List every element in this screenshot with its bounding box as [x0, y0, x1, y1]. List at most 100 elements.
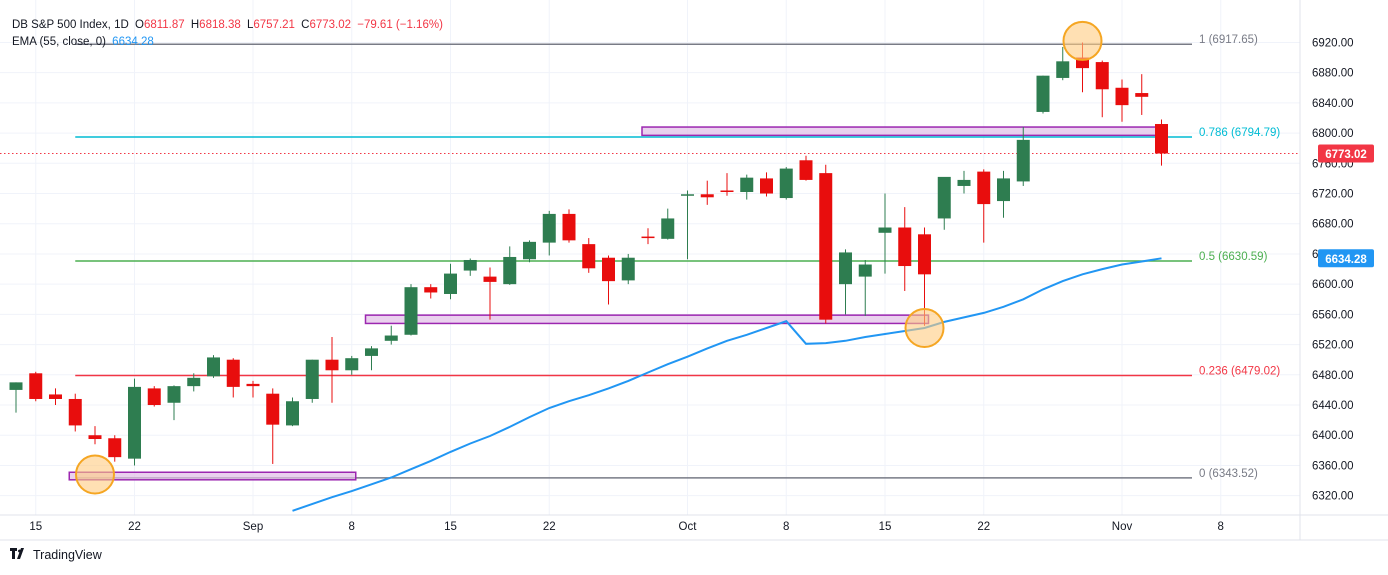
candle-body: [503, 256, 517, 285]
ema-label: EMA (55, close, 0): [12, 36, 106, 48]
candle-body: [246, 383, 260, 387]
candle-body: [207, 357, 220, 377]
tradingview-logo[interactable]: TradingView: [10, 548, 102, 562]
fib-level-label: 0.786 (6794.79): [1199, 127, 1280, 139]
candle-body: [345, 358, 359, 371]
high-label: H: [190, 19, 200, 31]
candle-body: [1135, 93, 1149, 97]
time-tick-label: 8: [349, 521, 355, 533]
candle-body: [681, 194, 694, 196]
candle-body: [937, 176, 951, 219]
candle-body: [49, 394, 62, 399]
time-tick-label: 22: [128, 521, 141, 533]
time-tick-label: Oct: [679, 521, 698, 533]
last-price-tag-label: 6773.02: [1325, 149, 1367, 161]
price-tick-label: 6720.00: [1312, 189, 1354, 201]
close-value: 6773.02: [309, 19, 352, 31]
candle-body: [325, 359, 339, 371]
candle-body: [167, 386, 181, 403]
candle-body: [839, 252, 852, 285]
symbol-title: DB S&P 500 Index, 1D: [12, 19, 129, 31]
candle-body: [1155, 124, 1168, 154]
low-value: 6757.21: [253, 19, 295, 31]
time-tick-label: Nov: [1112, 521, 1133, 533]
ema-value: 6634.28: [112, 36, 154, 48]
price-tick-label: 6920.00: [1312, 37, 1354, 49]
fib-level-label: 0.5 (6630.59): [1199, 251, 1268, 263]
candle-body: [147, 388, 161, 406]
candlestick-series: [9, 42, 1168, 466]
time-tick-label: 15: [29, 521, 42, 533]
fib-level-label: 0.236 (6479.02): [1199, 366, 1280, 378]
candle-body: [1036, 75, 1050, 112]
candle-body: [760, 178, 773, 194]
fib-level-label: 1 (6917.65): [1199, 34, 1258, 46]
open-label: O: [134, 19, 144, 31]
candle-body: [128, 386, 141, 459]
candle-body: [858, 264, 872, 277]
candle-body: [187, 377, 201, 387]
ema-price-tag: [1318, 249, 1374, 268]
candle-body: [740, 177, 754, 193]
open-value: 6811.87: [143, 19, 185, 31]
time-tick-label: 8: [1218, 521, 1224, 533]
support-zone-rect: [364, 314, 930, 325]
price-tick-label: 6440.00: [1312, 400, 1354, 412]
candle-body: [898, 227, 912, 267]
fibonacci-levels: 1 (6917.65) 0.786 (6794.79) 0.5 (6630.59) 0…: [75, 34, 1280, 480]
candle-body: [621, 257, 635, 281]
time-tick-label: 22: [977, 521, 990, 533]
last-price-tag: [1318, 144, 1374, 163]
candle-body: [365, 348, 378, 356]
candle-body: [1056, 61, 1070, 78]
time-tick-label: 8: [783, 521, 789, 533]
candle-body: [286, 401, 299, 426]
candle-body: [641, 236, 655, 239]
candle-body: [602, 257, 615, 282]
candle-body: [68, 398, 82, 426]
fib-level-label: 0 (6343.52): [1199, 468, 1258, 480]
candle-body: [483, 276, 497, 282]
price-tick-label: 6480.00: [1312, 370, 1354, 382]
support-zone-rect: [641, 126, 1167, 137]
candle-body: [878, 227, 892, 233]
highlight-circle: [1062, 20, 1103, 61]
candle-body: [88, 435, 102, 440]
highlight-circle: [904, 307, 945, 348]
change-value: −79.61 (−1.16%): [357, 19, 443, 31]
candle-body: [562, 213, 576, 241]
candle-body: [1076, 57, 1089, 69]
price-tick-label: 6680.00: [1312, 219, 1354, 231]
candle-body: [542, 213, 556, 243]
low-label: L: [246, 19, 254, 31]
price-tick-label: 6800.00: [1312, 128, 1354, 140]
price-tick-label: 6520.00: [1312, 340, 1354, 352]
price-tick-label: 6880.00: [1312, 68, 1354, 80]
candle-body: [444, 273, 457, 294]
support-zone-rect: [68, 471, 357, 481]
price-tick-label: 6320.00: [1312, 491, 1354, 503]
candle-body: [582, 244, 596, 269]
candle-body: [1016, 139, 1030, 182]
price-tick-label: 6560.00: [1312, 309, 1354, 321]
candle-body: [266, 393, 280, 425]
ema-price-tag-label: 6634.28: [1325, 254, 1367, 266]
price-tick-label: 6400.00: [1312, 430, 1354, 442]
tradingview-label: TradingView: [33, 548, 102, 562]
highlight-circle: [75, 454, 115, 495]
price-tick-label: 6360.00: [1312, 460, 1354, 472]
candle-body: [700, 194, 714, 198]
candle-body: [29, 373, 43, 399]
axes: 6320.00 6360.00 6400.00 6440.00 6480.00 6520.…: [0, 0, 1388, 541]
close-label: C: [301, 19, 310, 31]
candle-body: [957, 179, 971, 186]
candle-body: [463, 259, 477, 271]
candle-body: [977, 171, 991, 205]
candle-body: [9, 382, 23, 390]
candle-body: [226, 359, 240, 387]
price-tick-label: 6600.00: [1312, 279, 1354, 291]
candle-body: [1095, 62, 1109, 90]
candle-body: [720, 190, 734, 193]
candle-body: [424, 287, 438, 293]
